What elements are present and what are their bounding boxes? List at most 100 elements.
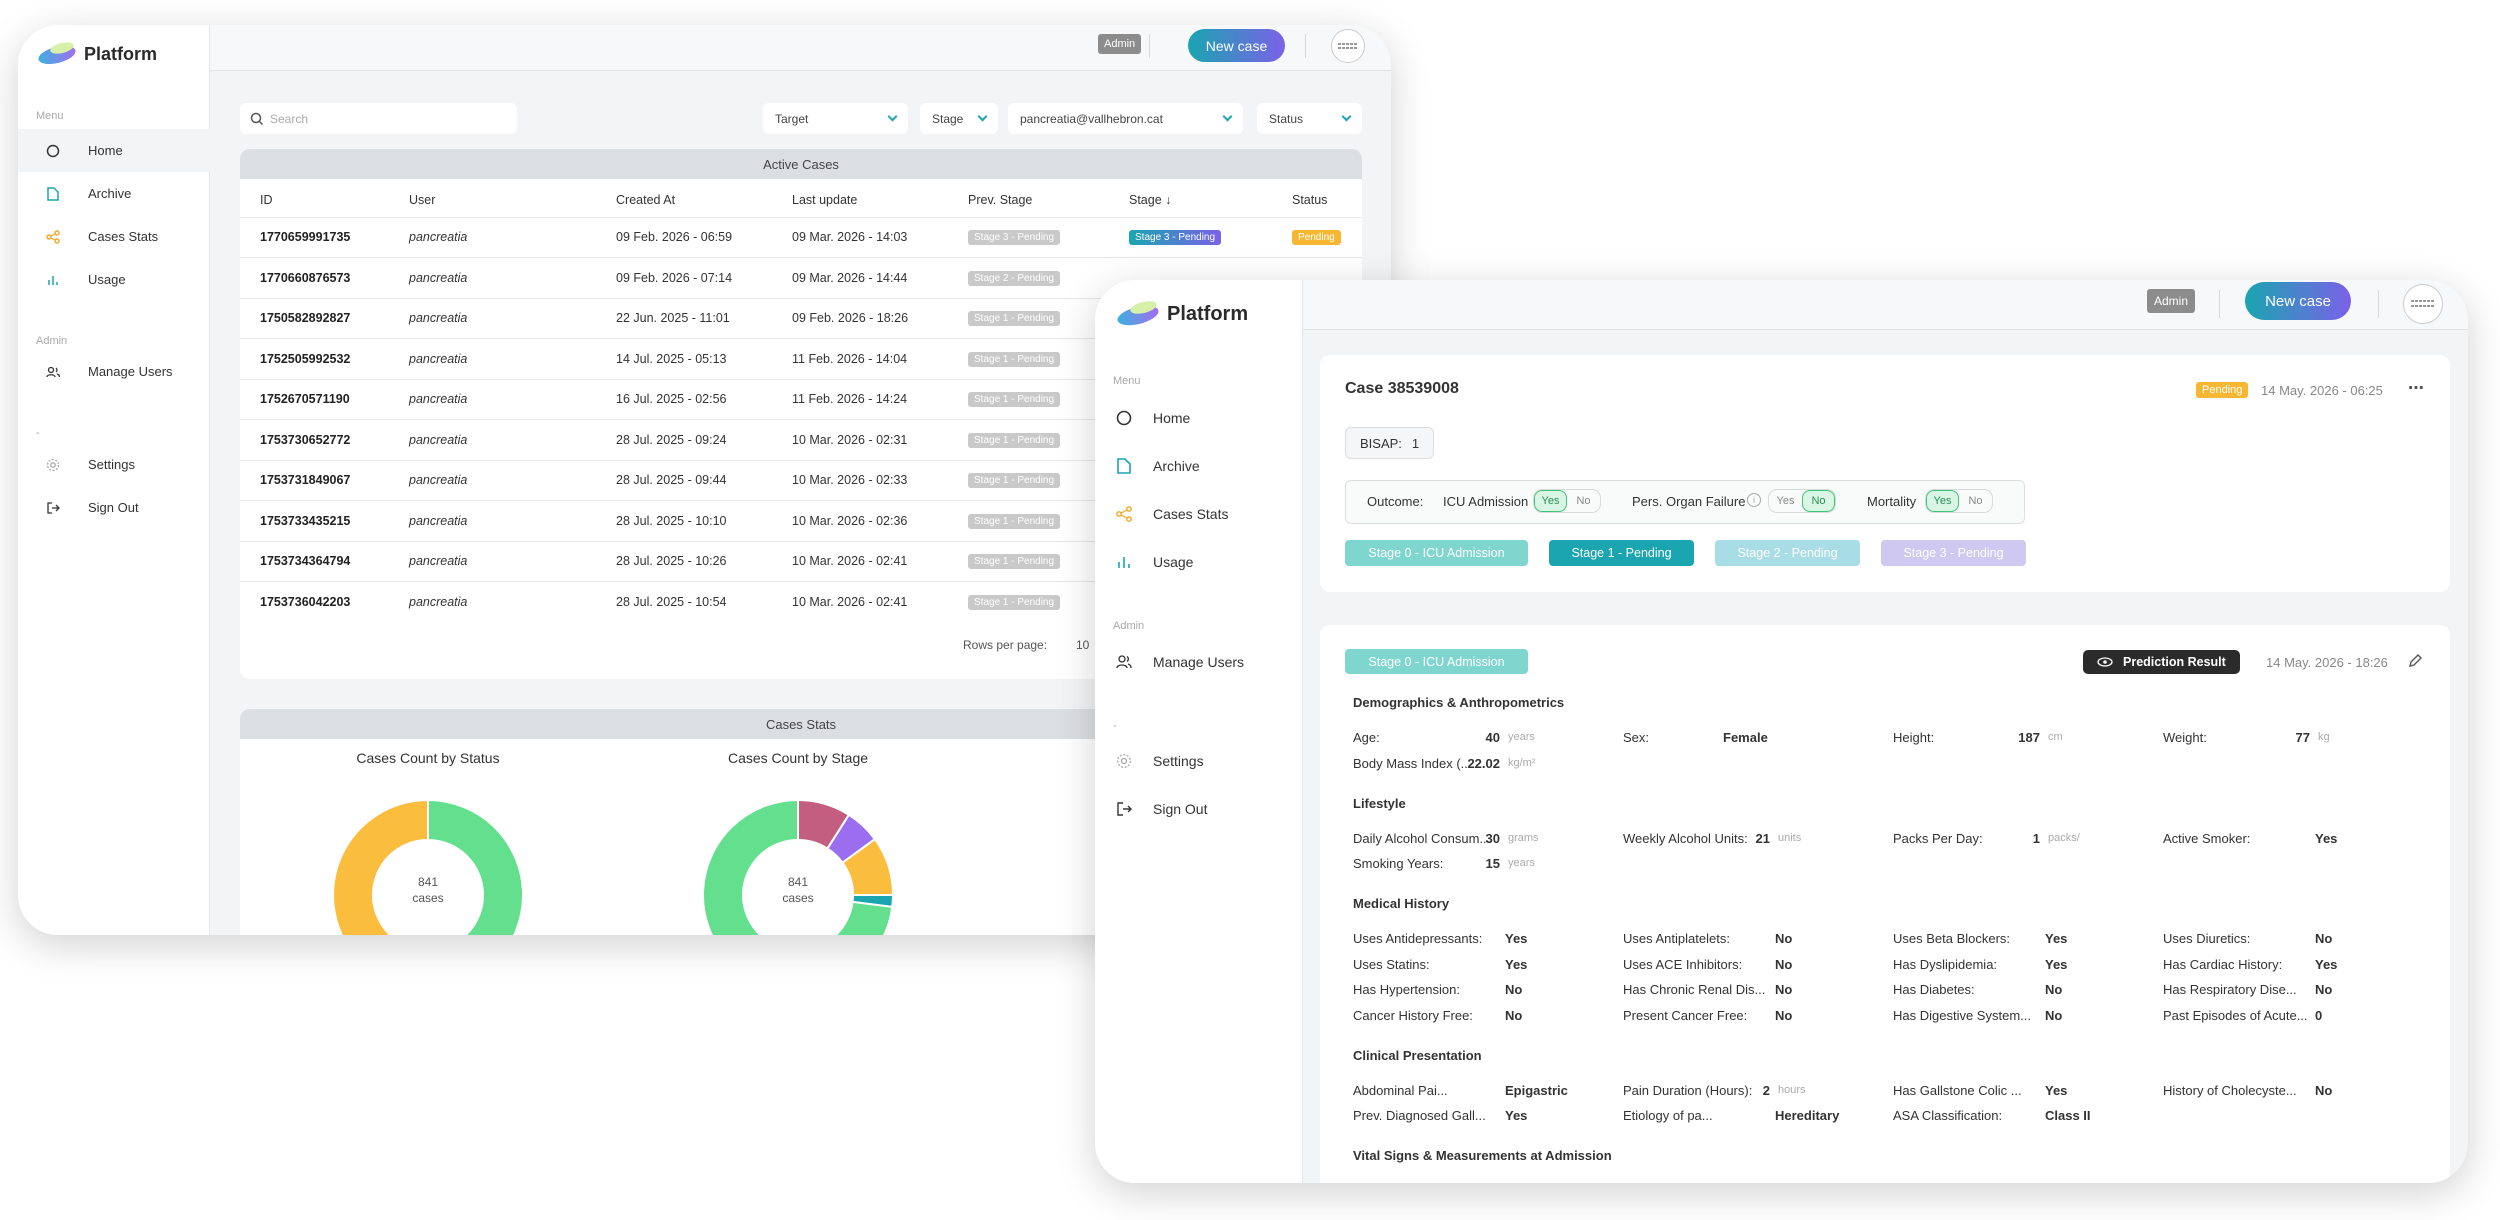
column-header[interactable]: Status (1292, 192, 1328, 207)
target-filter[interactable]: Target (763, 103, 908, 134)
case-id: 1752505992532 (240, 338, 389, 379)
prev-stage-pill: Stage 1 - Pending (968, 311, 1061, 327)
field-value: 1 (2032, 830, 2040, 846)
icu-admission-toggle[interactable]: Yes No (1533, 489, 1601, 513)
prev-stage-pill: Stage 1 - Pending (968, 432, 1061, 448)
field-value: Class II (2045, 1108, 2091, 1123)
status-badge: Pending (2196, 382, 2249, 398)
field-unit: packs/ (2048, 831, 2080, 844)
chevron-down-icon (977, 111, 988, 122)
case-created: 28 Jul. 2025 - 10:10 (596, 500, 772, 541)
column-header[interactable]: Created At (616, 192, 676, 207)
case-user: pancreatia (389, 378, 596, 420)
outcome-panel (1345, 480, 2025, 524)
menu-caption: Menu (36, 110, 64, 122)
user-avatar[interactable] (2403, 284, 2443, 324)
edit-icon[interactable] (2407, 653, 2423, 669)
column-header[interactable]: Prev. Stage (968, 192, 1033, 207)
field-label: Active Smoker: (2163, 830, 2251, 846)
stage-1-tab[interactable]: Stage 1 - Pending (1549, 540, 1694, 566)
nav-cases-stats[interactable]: Cases Stats (1095, 490, 1303, 538)
table-row[interactable]: 1770660876573 pancreatia 09 Feb. 2026 - 07… (240, 257, 1362, 298)
toggle-no[interactable]: No (1802, 490, 1835, 512)
stage-donut-center: 841 cases (768, 874, 828, 906)
file-icon (18, 186, 88, 201)
column-header-stage[interactable]: Stage ↓ (1109, 183, 1272, 217)
brand-logo[interactable]: Platform (1115, 298, 1248, 329)
icu-admission-label: ICU Admission (1443, 494, 1529, 509)
user-avatar[interactable] (1331, 29, 1365, 63)
chevron-down-icon (887, 111, 898, 122)
toggle-yes[interactable]: Yes (1776, 495, 1795, 507)
search-box[interactable]: Search (240, 103, 517, 134)
nav-sign-out[interactable]: Sign Out (18, 486, 210, 529)
section-heading: Vital Signs & Measurements at Admission (1353, 1148, 1612, 1163)
nav-sign-out[interactable]: Sign Out (1095, 785, 1303, 833)
section-heading: Lifestyle (1353, 795, 1406, 811)
nav-cases-stats[interactable]: Cases Stats (18, 215, 210, 258)
column-header[interactable]: User (409, 192, 436, 207)
nav-manage-users[interactable]: Manage Users (1095, 638, 1303, 686)
field-label: Uses Antidepressants: (1353, 931, 1483, 946)
brand-logo[interactable]: Platform (36, 40, 157, 68)
toggle-no[interactable]: No (1576, 495, 1591, 507)
rows-per-page-select[interactable]: 10 (1076, 638, 1090, 652)
field-label: Present Cancer Free: (1623, 1007, 1748, 1023)
stage-0-tab[interactable]: Stage 0 - ICU Admission (1345, 540, 1528, 566)
field-label: Uses Beta Blockers: (1893, 931, 2011, 946)
toggle-yes[interactable]: Yes (1534, 490, 1567, 512)
admin-caption: Admin (36, 335, 68, 347)
organ-failure-toggle[interactable]: Yes No (1768, 489, 1836, 513)
more-options-icon[interactable]: ⋯ (2408, 380, 2424, 397)
status-filter-label: Status (1269, 111, 1304, 126)
nav-usage[interactable]: Usage (18, 258, 210, 301)
case-prev-stage: Stage 1 - Pending (948, 581, 1109, 622)
case-id: 1753730652772 (240, 419, 389, 460)
field-value: 77 (2295, 730, 2310, 745)
nav-manage-users[interactable]: Manage Users (18, 350, 210, 393)
mortality-toggle[interactable]: Yes No (1925, 489, 1993, 513)
field-value: 2 (1762, 1082, 1770, 1098)
nav-home[interactable]: Home (18, 129, 210, 172)
sign-out-icon (18, 501, 88, 515)
sort-down-icon: ↓ (1165, 192, 1172, 207)
user-filter-label: pancreatia@vallhebron.cat (1020, 111, 1163, 126)
nav-usage[interactable]: Usage (1095, 538, 1303, 586)
user-filter[interactable]: pancreatia@vallhebron.cat (1008, 103, 1243, 134)
case-created: 28 Jul. 2025 - 10:26 (596, 540, 772, 582)
new-case-button[interactable]: New case (1188, 29, 1285, 62)
nav-home[interactable]: Home (1095, 394, 1303, 442)
case-user: pancreatia (389, 338, 596, 379)
stage-filter[interactable]: Stage (920, 103, 998, 134)
prediction-result-button[interactable]: Prediction Result (2083, 650, 2240, 674)
field-unit: units (1778, 831, 1802, 844)
nav-archive[interactable]: Archive (18, 172, 210, 215)
column-header[interactable]: ID (260, 192, 273, 207)
status-filter[interactable]: Status (1257, 103, 1362, 134)
info-icon[interactable]: i (1747, 493, 1761, 507)
donut-slice-4[interactable] (702, 798, 894, 935)
cases-list-window: Platform Menu Home Archive Cases Stats U… (18, 25, 1391, 935)
field-value: Yes (1505, 1108, 1528, 1123)
nav-settings[interactable]: Settings (18, 443, 210, 486)
donut-slice-2[interactable] (332, 798, 429, 935)
table-row[interactable]: 1770659991735 pancreatia 09 Feb. 2026 - 06… (240, 216, 1362, 258)
field-value: No (1775, 931, 1793, 946)
column-header[interactable]: Last update (792, 192, 858, 207)
case-prev-stage: Stage 1 - Pending (948, 338, 1109, 379)
field-label: Packs Per Day: (1893, 830, 1983, 846)
stage-3-tab[interactable]: Stage 3 - Pending (1881, 540, 2026, 566)
field-value: No (1505, 982, 1523, 997)
new-case-button[interactable]: New case (2245, 282, 2351, 320)
field-value: Yes (1505, 956, 1528, 972)
case-id: 1750582892827 (240, 297, 389, 339)
field-unit: kg/m² (1508, 756, 1536, 769)
case-updated: 11 Feb. 2026 - 14:24 (772, 378, 948, 420)
nav-archive[interactable]: Archive (1095, 442, 1303, 490)
toggle-no[interactable]: No (1968, 495, 1983, 507)
stage-2-tab[interactable]: Stage 2 - Pending (1715, 540, 1860, 566)
nav-settings[interactable]: Settings (1095, 737, 1303, 785)
case-prev-stage: Stage 1 - Pending (948, 500, 1109, 541)
donut-slice-0[interactable] (427, 798, 524, 935)
toggle-yes[interactable]: Yes (1926, 490, 1959, 512)
